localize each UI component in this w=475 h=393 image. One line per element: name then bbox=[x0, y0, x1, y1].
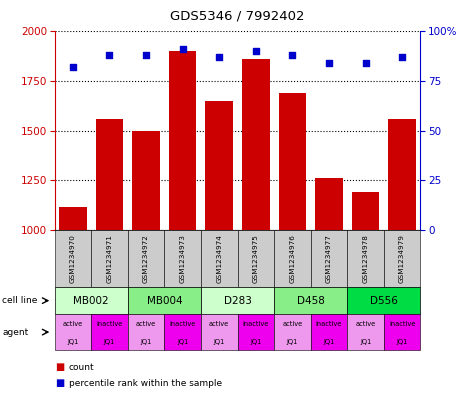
Text: GSM1234977: GSM1234977 bbox=[326, 234, 332, 283]
Text: inactive: inactive bbox=[170, 321, 196, 327]
Text: GSM1234979: GSM1234979 bbox=[399, 234, 405, 283]
Text: inactive: inactive bbox=[96, 321, 123, 327]
Text: D458: D458 bbox=[297, 296, 324, 306]
Bar bbox=[352, 192, 379, 230]
Text: active: active bbox=[209, 321, 229, 327]
Point bbox=[69, 64, 77, 70]
Text: ■: ■ bbox=[55, 362, 64, 373]
Text: MB004: MB004 bbox=[147, 296, 182, 306]
Text: percentile rank within the sample: percentile rank within the sample bbox=[69, 379, 222, 387]
Text: inactive: inactive bbox=[243, 321, 269, 327]
Point bbox=[398, 54, 406, 61]
Text: D556: D556 bbox=[370, 296, 398, 306]
Text: GSM1234970: GSM1234970 bbox=[70, 234, 76, 283]
Text: ■: ■ bbox=[55, 378, 64, 388]
Text: JQ1: JQ1 bbox=[250, 339, 261, 345]
Text: active: active bbox=[63, 321, 83, 327]
Text: MB002: MB002 bbox=[73, 296, 109, 306]
Text: agent: agent bbox=[2, 328, 28, 336]
Text: JQ1: JQ1 bbox=[104, 339, 115, 345]
Bar bbox=[133, 130, 160, 230]
Bar bbox=[96, 119, 123, 230]
Point bbox=[105, 52, 113, 59]
Bar bbox=[242, 59, 269, 230]
Point bbox=[362, 60, 370, 66]
Text: JQ1: JQ1 bbox=[177, 339, 188, 345]
Text: D283: D283 bbox=[224, 296, 251, 306]
Text: JQ1: JQ1 bbox=[214, 339, 225, 345]
Text: GSM1234978: GSM1234978 bbox=[362, 234, 369, 283]
Bar bbox=[169, 51, 196, 230]
Text: JQ1: JQ1 bbox=[141, 339, 152, 345]
Point bbox=[252, 48, 259, 54]
Bar bbox=[279, 93, 306, 230]
Text: JQ1: JQ1 bbox=[360, 339, 371, 345]
Text: JQ1: JQ1 bbox=[67, 339, 78, 345]
Text: active: active bbox=[136, 321, 156, 327]
Text: GSM1234973: GSM1234973 bbox=[180, 234, 186, 283]
Text: active: active bbox=[282, 321, 303, 327]
Text: inactive: inactive bbox=[316, 321, 342, 327]
Text: JQ1: JQ1 bbox=[287, 339, 298, 345]
Bar bbox=[389, 119, 416, 230]
Text: inactive: inactive bbox=[389, 321, 415, 327]
Text: GSM1234976: GSM1234976 bbox=[289, 234, 295, 283]
Text: JQ1: JQ1 bbox=[323, 339, 334, 345]
Bar bbox=[59, 207, 86, 230]
Text: GDS5346 / 7992402: GDS5346 / 7992402 bbox=[170, 10, 305, 23]
Text: active: active bbox=[355, 321, 376, 327]
Text: GSM1234972: GSM1234972 bbox=[143, 234, 149, 283]
Point bbox=[179, 46, 186, 52]
Bar bbox=[206, 101, 233, 230]
Point bbox=[216, 54, 223, 61]
Point bbox=[325, 60, 332, 66]
Text: cell line: cell line bbox=[2, 296, 38, 305]
Text: GSM1234971: GSM1234971 bbox=[106, 234, 113, 283]
Text: GSM1234975: GSM1234975 bbox=[253, 234, 259, 283]
Point bbox=[289, 52, 296, 59]
Point bbox=[142, 52, 150, 59]
Text: count: count bbox=[69, 363, 95, 372]
Text: JQ1: JQ1 bbox=[397, 339, 408, 345]
Text: GSM1234974: GSM1234974 bbox=[216, 234, 222, 283]
Bar bbox=[315, 178, 342, 230]
